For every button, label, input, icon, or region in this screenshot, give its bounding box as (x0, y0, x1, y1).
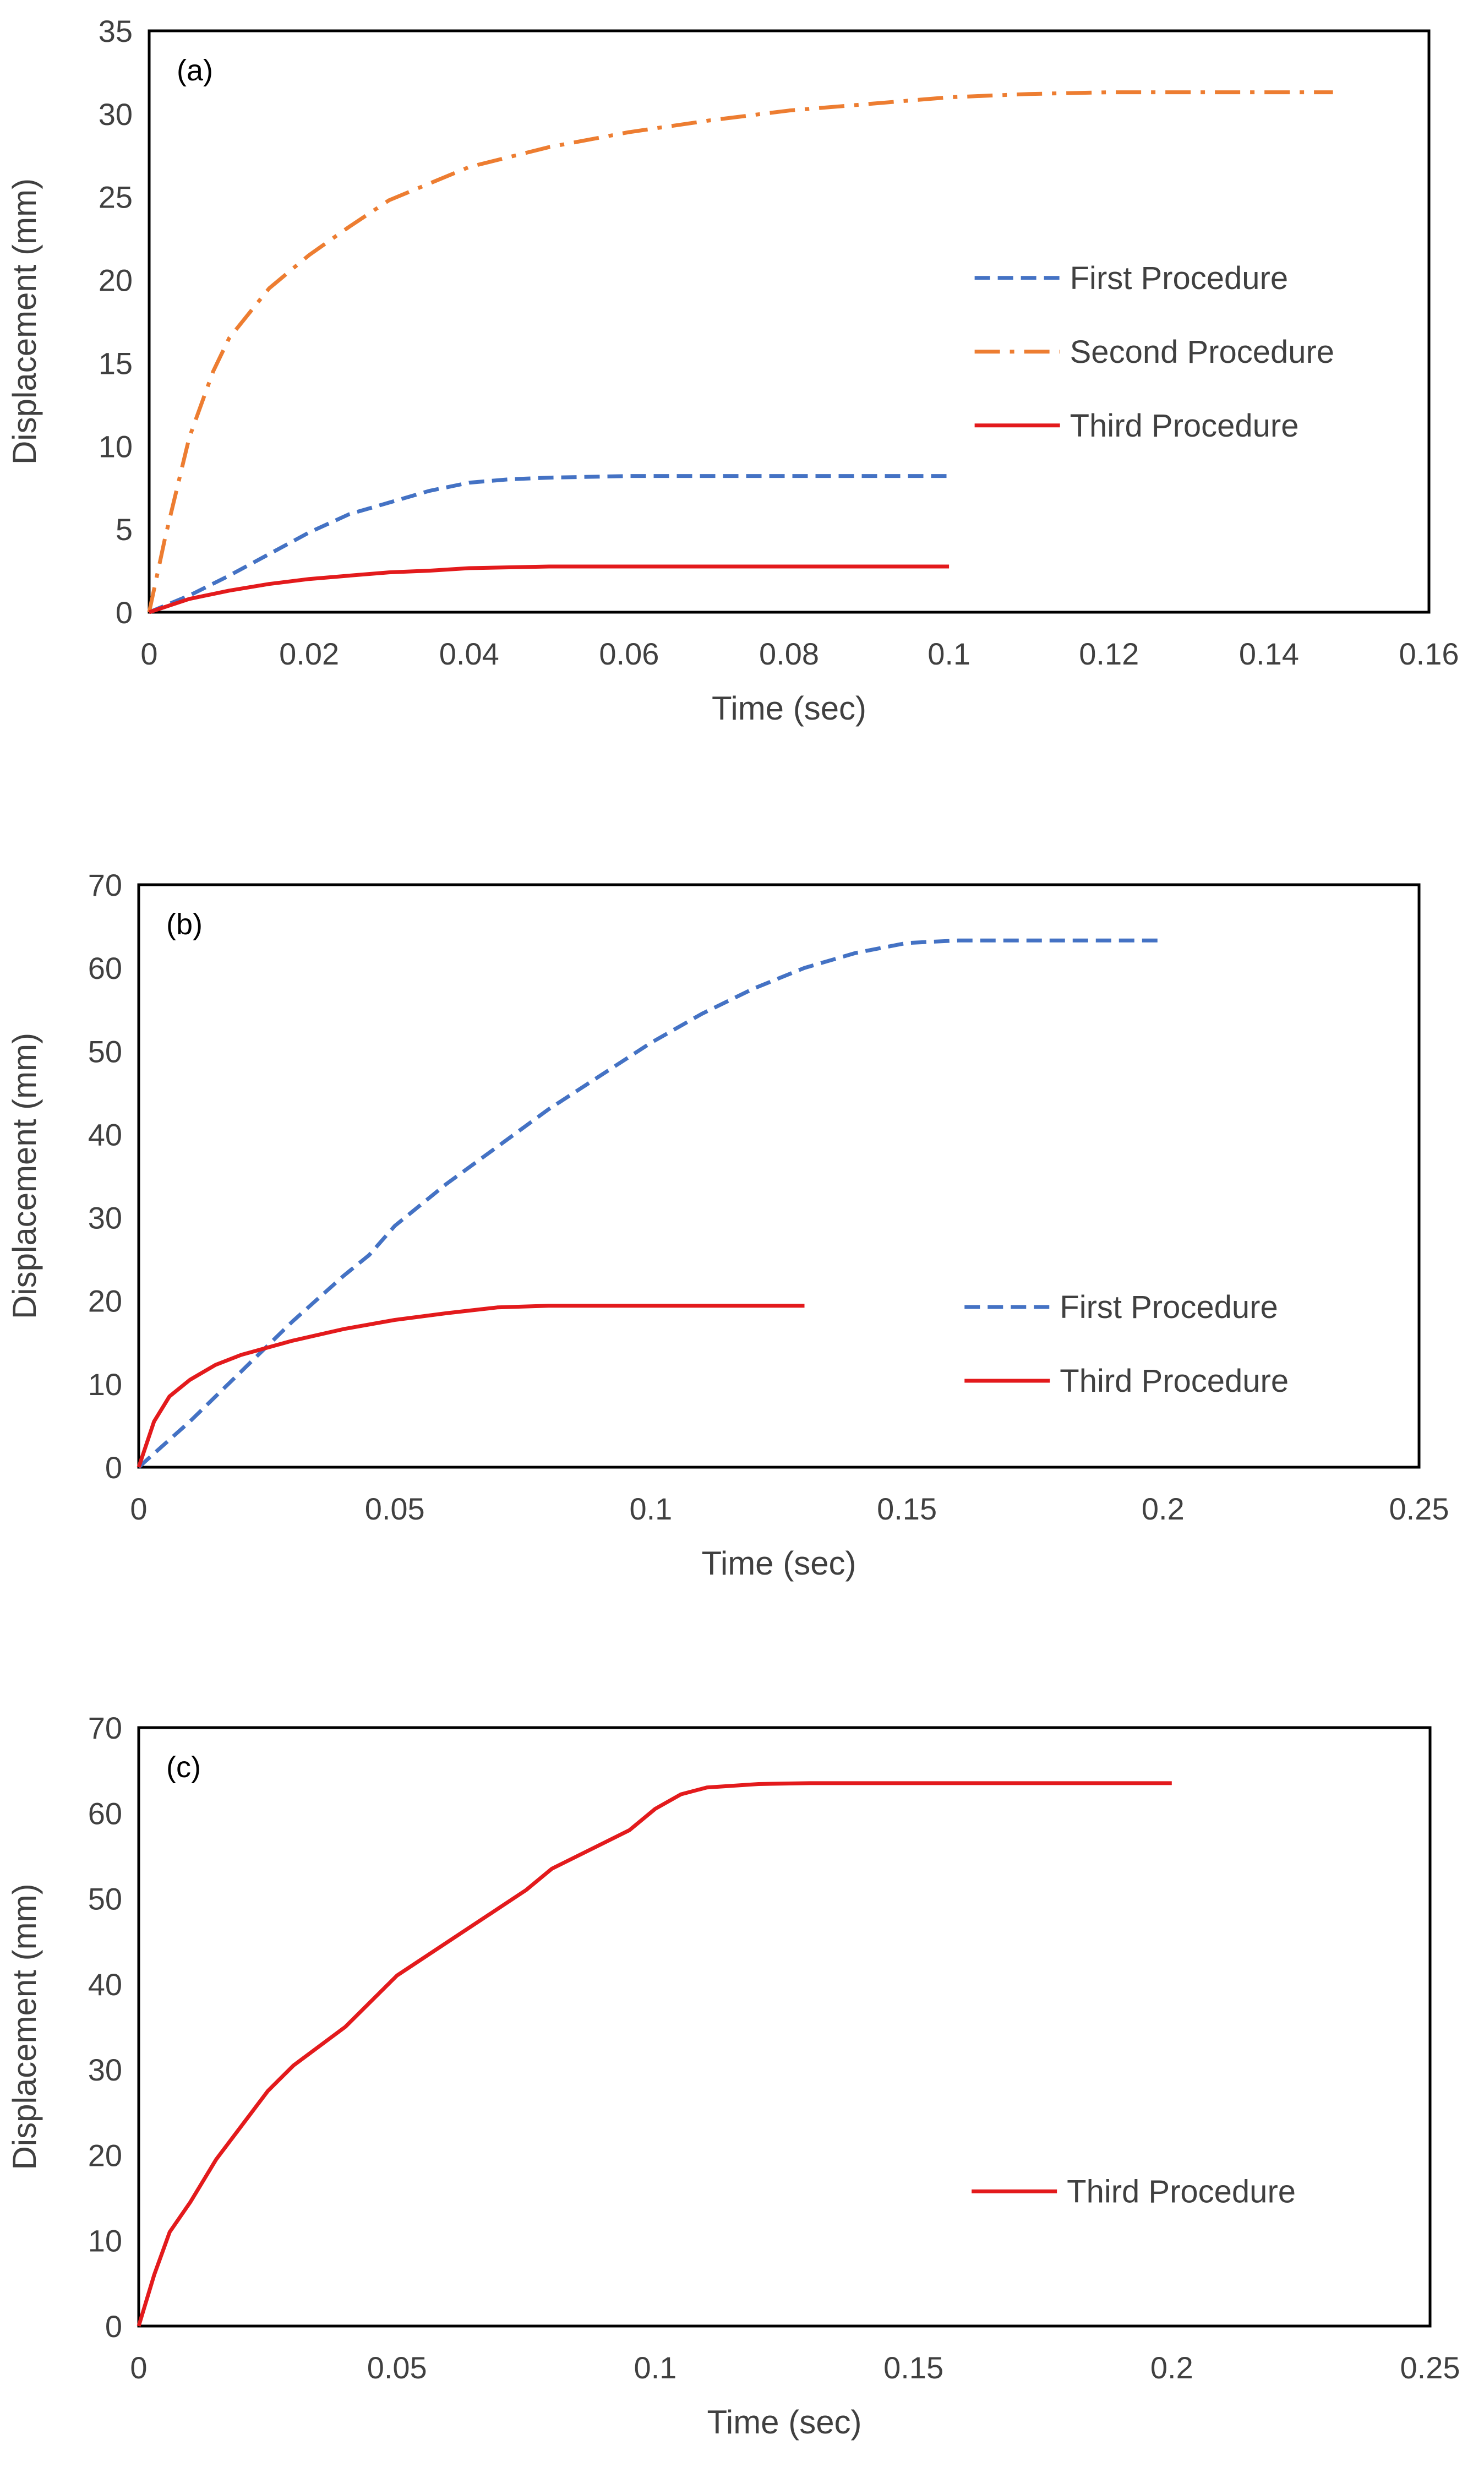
y-tick-label: 20 (99, 263, 133, 298)
x-tick-label: 0.16 (1399, 636, 1459, 671)
x-tick-label: 0.2 (1142, 1491, 1185, 1526)
chart-panel-3: 0 10 20 30 40 50 60 70 0 0.05 0.1 0.15 0.2 0.25 Time (… (6, 1711, 1460, 2441)
y-tick-label: 30 (88, 1201, 122, 1235)
x-tick-label: 0.1 (629, 1491, 672, 1526)
x-axis-title: Time (sec) (701, 1545, 856, 1582)
y-tick-label: 50 (88, 1034, 122, 1069)
x-tick-label: 0 (140, 636, 157, 671)
plot-area-frame (148, 29, 1431, 614)
y-tick-label: 15 (99, 346, 133, 380)
legend-label: Third Procedure (1060, 1363, 1289, 1399)
y-tick-label: 40 (88, 1117, 122, 1152)
x-tick-label: 0.02 (279, 636, 339, 671)
legend-label: First Procedure (1070, 260, 1288, 296)
y-tick-label: 40 (88, 1967, 122, 2002)
x-tick-label: 0.2 (1150, 2350, 1193, 2385)
series-line-first-procedure (148, 474, 950, 614)
x-tick-label: 0.05 (365, 1491, 425, 1526)
y-tick-label: 35 (99, 14, 133, 48)
y-tick-label: 50 (88, 1882, 122, 1916)
x-tick-label: 0.12 (1079, 636, 1139, 671)
x-tick-label: 0.1 (634, 2350, 676, 2385)
series-line-first-procedure (137, 938, 1163, 1469)
legend-label: First Procedure (1060, 1289, 1278, 1325)
y-tick-label: 20 (88, 1284, 122, 1319)
x-tick-label: 0.15 (883, 2350, 943, 2385)
plot-area-frame (137, 883, 1421, 1469)
x-tick-label: 0.05 (367, 2350, 427, 2385)
x-tick-label: 0.25 (1389, 1491, 1449, 1526)
y-tick-label: 60 (88, 1796, 122, 1831)
panel-label: (b) (166, 908, 203, 941)
plot-area-frame (137, 1726, 1432, 2328)
x-tick-label: 0.04 (439, 636, 499, 671)
panel-label: (c) (166, 1751, 201, 1784)
y-tick-label: 10 (88, 1367, 122, 1402)
series-line-third-procedure (148, 564, 950, 614)
series-line-third-procedure (137, 1304, 805, 1468)
x-tick-label: 0 (130, 2350, 147, 2385)
x-tick-label: 0.08 (759, 636, 819, 671)
y-tick-label: 10 (99, 429, 133, 464)
panel-label: (a) (177, 54, 213, 87)
x-tick-label: 0 (130, 1491, 147, 1526)
legend-label: Third Procedure (1067, 2174, 1296, 2209)
y-tick-label: 10 (88, 2224, 122, 2258)
x-tick-label: 0.1 (927, 636, 970, 671)
x-tick-label: 0.06 (599, 636, 659, 671)
series-line-third-procedure (137, 1781, 1172, 2327)
y-tick-label: 60 (88, 951, 122, 985)
y-tick-label: 70 (88, 1711, 122, 1745)
y-tick-label: 30 (88, 2052, 122, 2087)
legend-label: Second Procedure (1070, 334, 1334, 370)
y-axis-title: Displacement (mm) (6, 178, 43, 465)
chart-panel-1: 0 5 10 15 20 25 30 35 0 0.02 0.04 0.06 0.08 0.1 0.12 0.… (6, 14, 1459, 727)
y-tick-label: 0 (116, 595, 133, 630)
y-tick-label: 0 (105, 1450, 122, 1485)
y-tick-label: 5 (116, 512, 133, 547)
y-tick-label: 20 (88, 2138, 122, 2172)
x-axis-title: Time (sec) (712, 690, 866, 727)
x-axis-title: Time (sec) (707, 2404, 861, 2441)
y-axis-title: Displacement (mm) (6, 1033, 43, 1319)
series-line-second-procedure (147, 90, 1333, 613)
x-tick-label: 0.14 (1239, 636, 1299, 671)
legend-label: Third Procedure (1070, 408, 1299, 444)
y-tick-label: 70 (88, 868, 122, 902)
chart-panel-2: 0 10 20 30 40 50 60 70 0 0.05 0.1 0.15 0.2 0.25 Time (… (6, 868, 1449, 1582)
y-axis-title: Displacement (mm) (6, 1883, 43, 2170)
x-tick-label: 0.25 (1400, 2350, 1460, 2385)
x-tick-label: 0.15 (877, 1491, 937, 1526)
y-tick-label: 30 (99, 97, 133, 132)
y-tick-label: 25 (99, 180, 133, 215)
y-tick-label: 0 (105, 2309, 122, 2344)
